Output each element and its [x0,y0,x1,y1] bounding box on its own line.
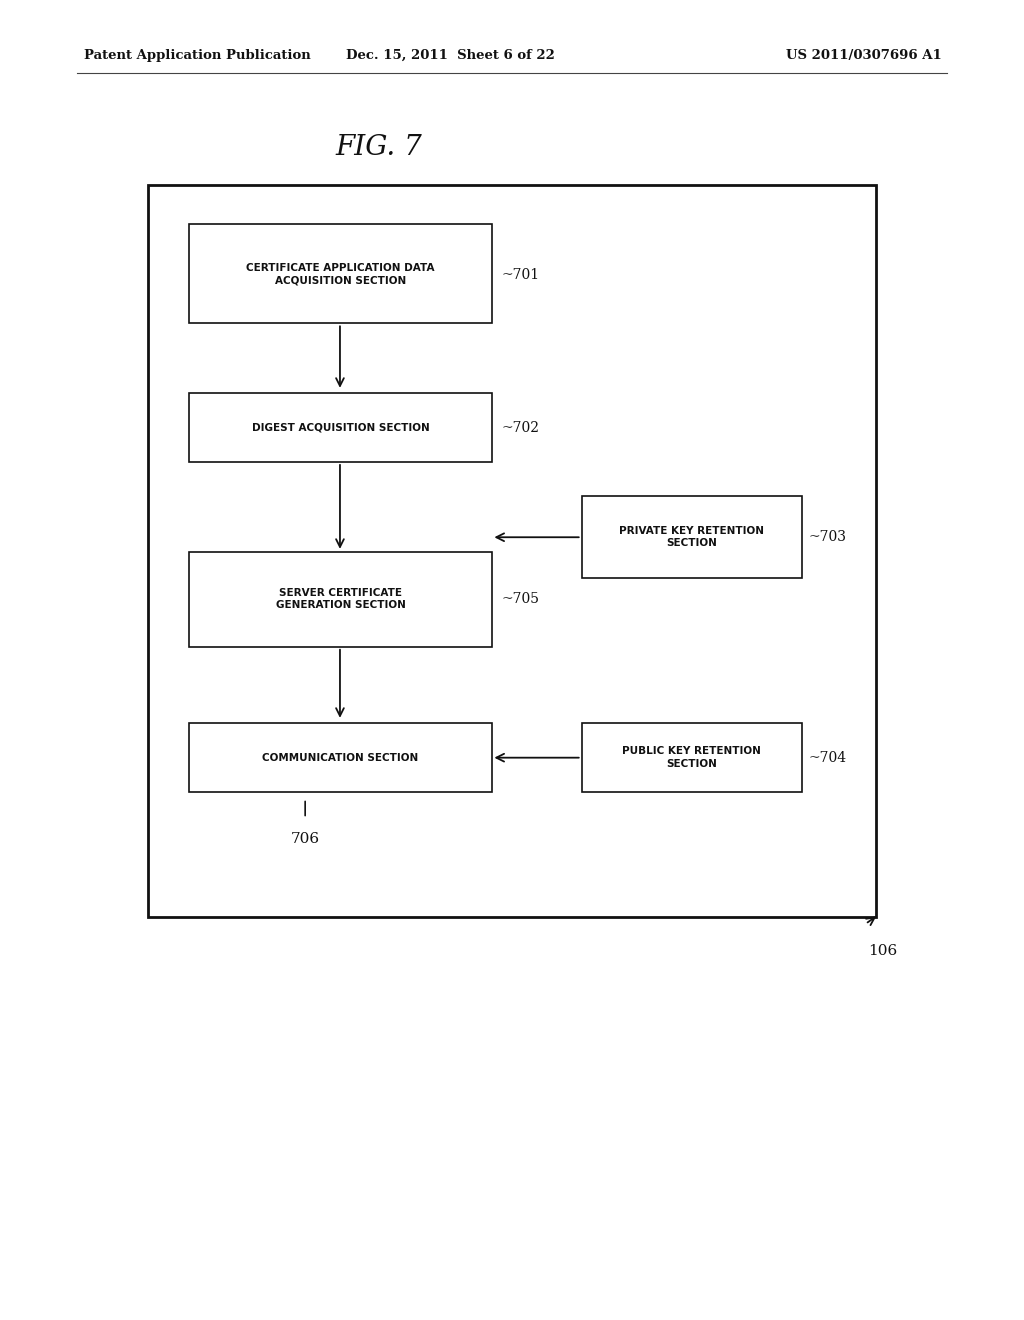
Bar [582,723,802,792]
Text: Dec. 15, 2011  Sheet 6 of 22: Dec. 15, 2011 Sheet 6 of 22 [346,49,555,62]
Bar [148,185,876,917]
Text: SERVER CERTIFICATE
GENERATION SECTION: SERVER CERTIFICATE GENERATION SECTION [275,589,406,610]
Text: Patent Application Publication: Patent Application Publication [84,49,310,62]
Text: DIGEST ACQUISITION SECTION: DIGEST ACQUISITION SECTION [252,422,429,433]
Text: US 2011/0307696 A1: US 2011/0307696 A1 [786,49,942,62]
Text: FIG. 7: FIG. 7 [336,135,422,161]
Text: ~705: ~705 [502,593,540,606]
Bar [189,552,492,647]
Text: ~702: ~702 [502,421,540,434]
Bar [189,723,492,792]
Text: COMMUNICATION SECTION: COMMUNICATION SECTION [262,752,419,763]
Bar [582,496,802,578]
Text: 706: 706 [291,832,319,846]
Text: PRIVATE KEY RETENTION
SECTION: PRIVATE KEY RETENTION SECTION [620,527,764,548]
Bar [189,224,492,323]
Bar [189,393,492,462]
Text: ~704: ~704 [809,751,847,764]
Text: CERTIFICATE APPLICATION DATA
ACQUISITION SECTION: CERTIFICATE APPLICATION DATA ACQUISITION… [246,263,435,285]
Text: ~703: ~703 [809,531,847,544]
Text: 106: 106 [868,944,897,958]
Text: ~701: ~701 [502,268,540,281]
Text: PUBLIC KEY RETENTION
SECTION: PUBLIC KEY RETENTION SECTION [623,747,761,768]
